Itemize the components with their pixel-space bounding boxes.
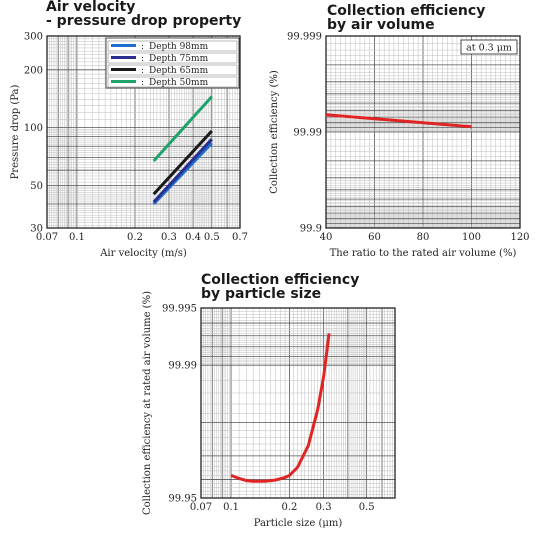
y-tick-label: 50 <box>30 181 43 192</box>
legend-row <box>107 40 238 52</box>
x-axis-label: Air velocity (m/s) <box>99 248 187 259</box>
x-tick-label: 0.4 <box>185 232 201 243</box>
x-tick-label: 100 <box>462 232 481 243</box>
legend-row <box>107 52 238 64</box>
legend-separator: : <box>141 42 144 52</box>
legend-separator: : <box>141 66 144 76</box>
annotation-box <box>460 39 518 55</box>
legend-row <box>107 76 238 88</box>
y-tick-label: 99.9 <box>300 224 322 235</box>
x-tick-label: 0.5 <box>204 232 220 243</box>
x-tick-label: 120 <box>510 232 529 243</box>
series-line <box>230 333 331 483</box>
plot-frame <box>46 35 241 229</box>
x-tick-label: 0.1 <box>223 502 239 513</box>
series-line <box>325 113 472 129</box>
x-tick-label: 0.07 <box>36 232 58 243</box>
x-tick-label: 0.5 <box>359 502 375 513</box>
x-tick-label: 0.3 <box>161 232 177 243</box>
y-tick-label: 99.95 <box>168 494 197 505</box>
legend-separator: : <box>141 54 144 64</box>
x-axis-label: Particle size (μm) <box>254 518 343 529</box>
y-tick-label: 99.999 <box>287 32 322 43</box>
y-tick-label: 99.99 <box>293 128 322 139</box>
y-tick-label: 99.995 <box>162 304 197 315</box>
x-tick-label: 0.7 <box>232 232 248 243</box>
series-line <box>152 138 213 204</box>
series-line <box>152 142 213 206</box>
y-tick-label: 100 <box>24 123 43 134</box>
legend-label: Depth 50mm <box>149 78 209 88</box>
x-tick-label: 0.3 <box>316 502 332 513</box>
legend-separator: : <box>141 78 144 88</box>
x-tick-label: 40 <box>320 232 333 243</box>
y-axis-label: Pressure drop (Pa) <box>10 84 21 179</box>
y-tick-label: 200 <box>24 65 43 76</box>
legend-label: Depth 75mm <box>149 54 209 64</box>
plot-frame <box>325 35 521 229</box>
x-tick-label: 0.2 <box>281 502 297 513</box>
x-tick-label: 60 <box>368 232 381 243</box>
series-line <box>152 95 213 163</box>
y-axis-label: Collection efficiency (%) <box>269 70 280 194</box>
x-tick-label: 80 <box>417 232 430 243</box>
plot-grid <box>200 307 396 499</box>
y-tick-label: 300 <box>24 32 43 43</box>
plot-grid <box>325 35 521 229</box>
y-tick-label: 30 <box>30 224 43 235</box>
legend-row <box>107 64 238 76</box>
series-line <box>152 129 213 196</box>
x-tick-label: 0.07 <box>190 502 212 513</box>
chart-title: Collection efficiency by particle size <box>201 272 360 302</box>
x-tick-label: 0.1 <box>69 232 85 243</box>
y-axis-label: Collection efficiency at rated air volum… <box>142 291 153 515</box>
chart-title: Collection efficiency by air volume <box>327 3 486 33</box>
plot-frame <box>200 307 396 499</box>
annotation-text: at 0.3 μm <box>466 43 512 54</box>
chart-title: Air velocity - pressure drop property <box>46 0 242 29</box>
x-axis-label: The ratio to the rated air volume (%) <box>330 248 517 259</box>
legend-label: Depth 65mm <box>149 66 209 76</box>
x-tick-label: 0.2 <box>127 232 143 243</box>
y-tick-label: 99.99 <box>168 361 197 372</box>
legend-label: Depth 98mm <box>149 42 209 52</box>
